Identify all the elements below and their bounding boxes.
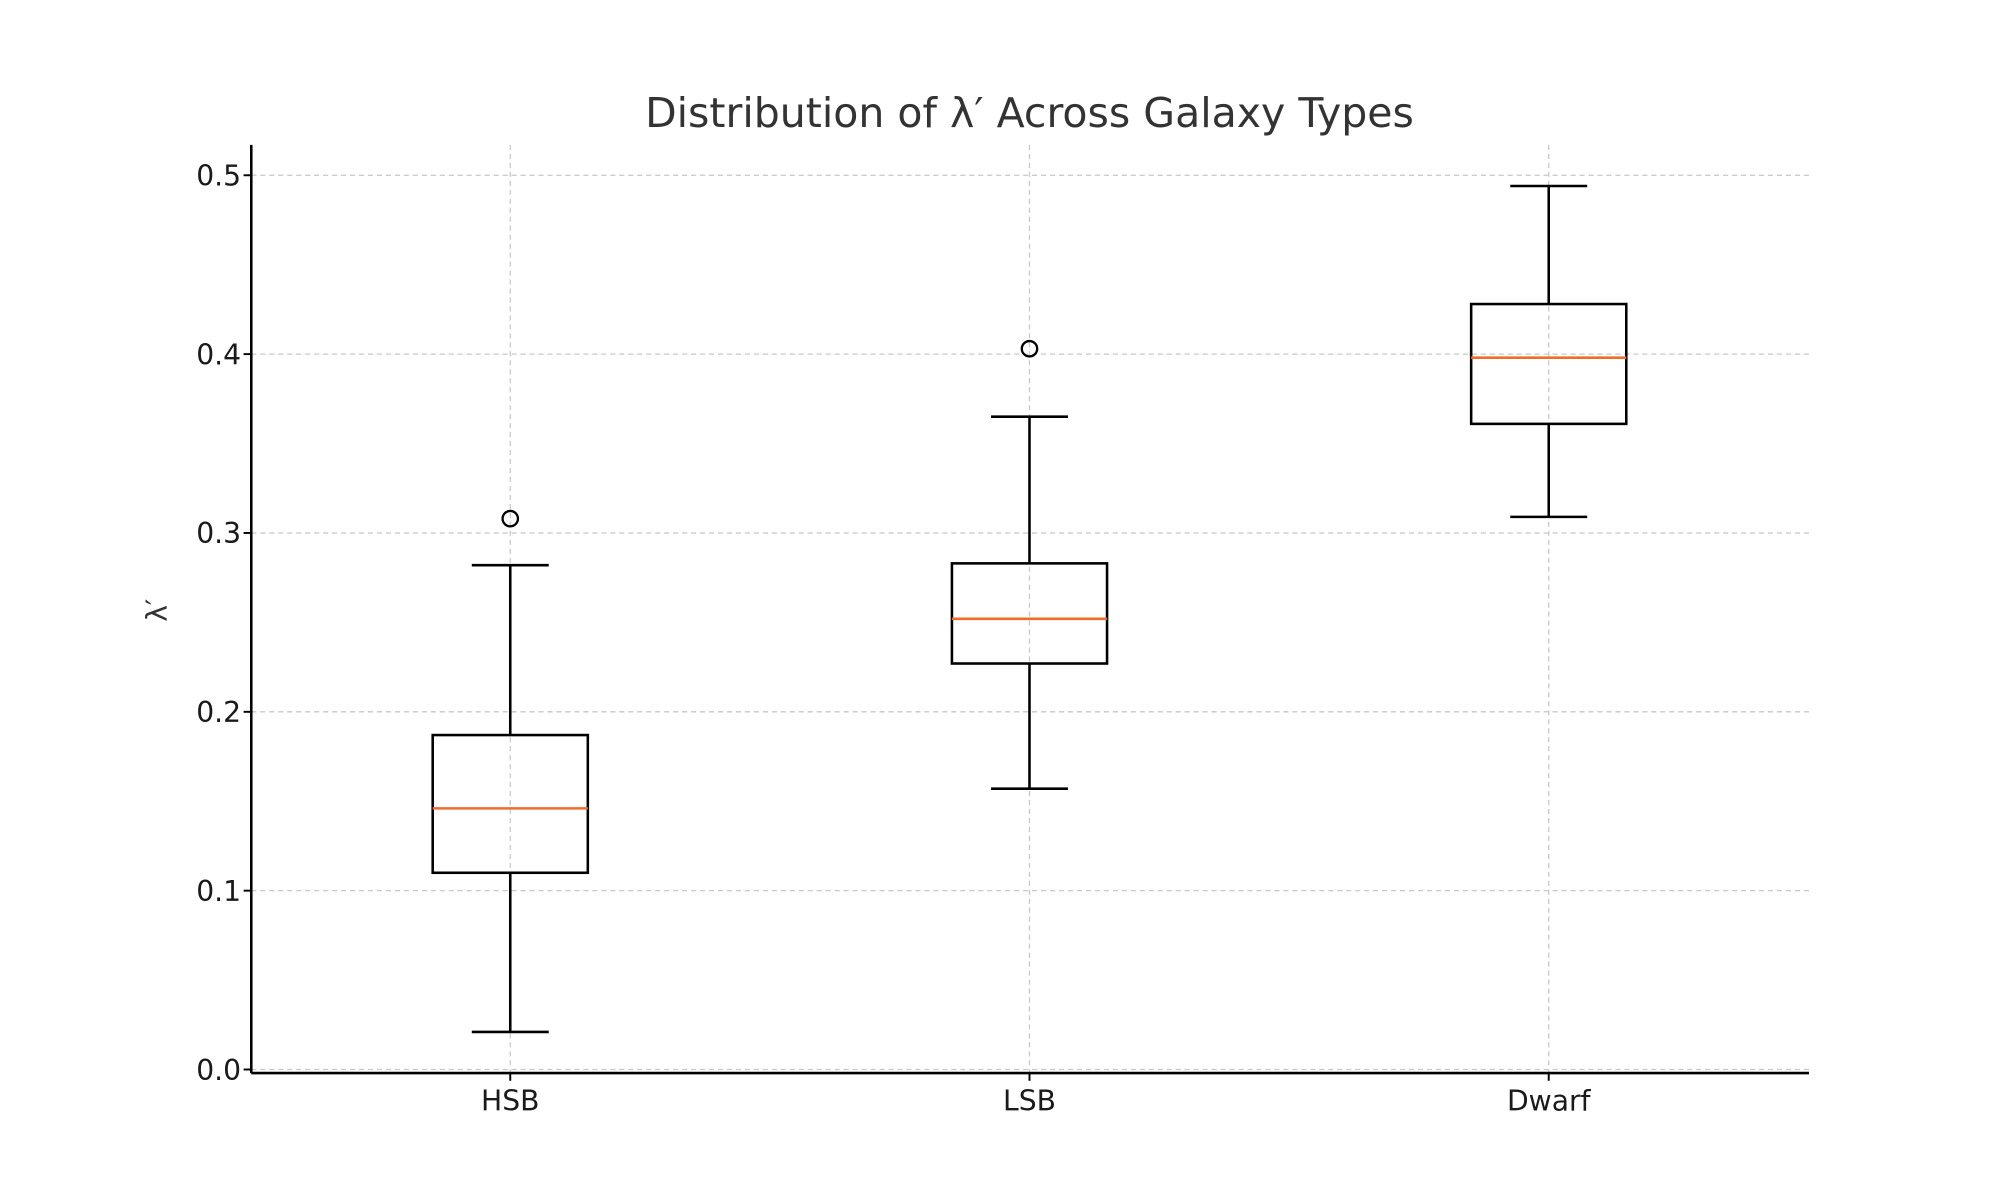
y-tick-label: 0.3	[196, 517, 241, 550]
x-tick-label: Dwarf	[1507, 1084, 1592, 1117]
y-tick-label: 0.4	[196, 338, 241, 371]
boxes	[431, 184, 1628, 1034]
box-dwarf	[1469, 184, 1628, 519]
y-tick-label: 0.1	[196, 875, 241, 908]
box-lsb	[950, 339, 1109, 790]
outlier-point	[501, 509, 520, 528]
box-hsb	[431, 509, 590, 1034]
x-ticks: HSB LSB Dwarf	[481, 1073, 1592, 1117]
iqr-box	[1469, 302, 1628, 426]
iqr-box	[431, 733, 590, 875]
iqr-box	[950, 562, 1109, 665]
y-tick-label: 0.0	[196, 1054, 241, 1087]
y-axis-label: λ′	[141, 599, 174, 622]
y-tick-label: 0.2	[196, 696, 241, 729]
x-tick-label: LSB	[1003, 1084, 1056, 1117]
grid-lines	[251, 144, 1809, 1074]
y-tick-label: 0.5	[196, 160, 241, 193]
outlier-point	[1020, 339, 1039, 358]
y-ticks: 0.0 0.1 0.2 0.3 0.4 0.5	[196, 160, 252, 1087]
x-tick-label: HSB	[481, 1084, 539, 1117]
chart-title: Distribution of λ′ Across Galaxy Types	[645, 89, 1414, 137]
